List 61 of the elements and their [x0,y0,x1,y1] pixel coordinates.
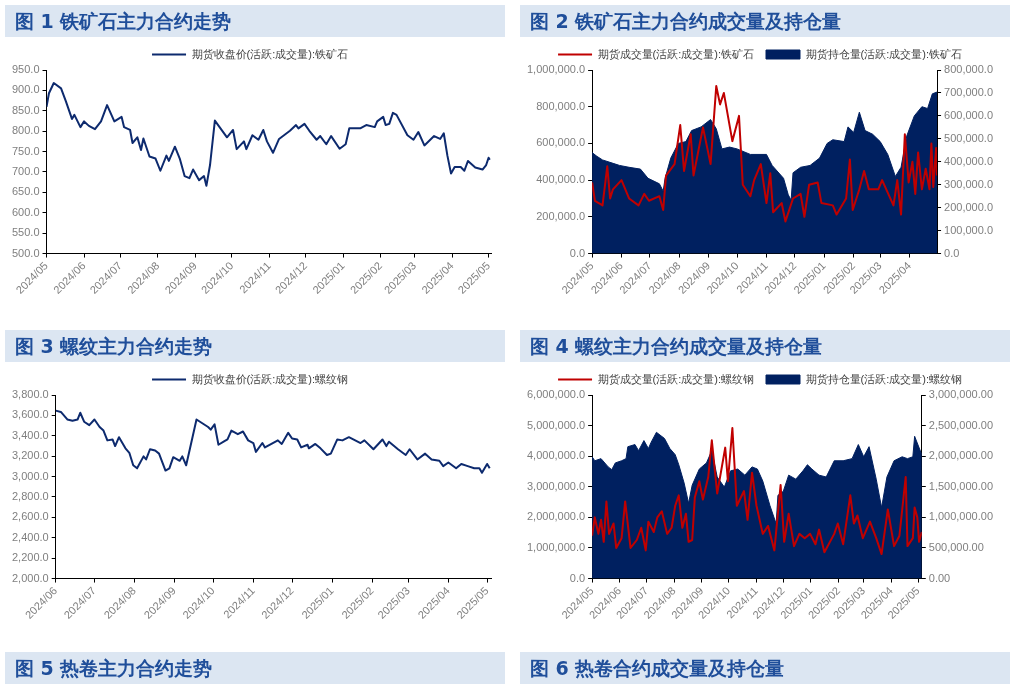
y-tick-label: 2,000.0 [12,571,49,584]
y-tick-label: 900.0 [12,83,40,96]
y-tick-label: 700.0 [12,165,40,177]
y-tick-label: 2,800.0 [12,490,49,502]
legend-label: 期货成交量(活跃:成交量):螺纹钢 [597,372,755,385]
y-tick-label: 2,200.0 [12,551,49,564]
chart-title: 图 2 铁矿石主力合约成交量及持仓量 [520,5,1010,37]
y2-tick-label: 2,500,000.00 [928,418,994,431]
y-tick-label: 200,000.0 [536,209,586,222]
legend-label: 期货收盘价(活跃:成交量):铁矿石 [191,47,348,60]
y-tick-label: 550.0 [12,226,40,239]
y2-tick-label: 0.0 [944,246,960,259]
y2-tick-label: 2,000,000.00 [928,449,994,462]
y-tick-label: 600,000.0 [536,136,586,149]
y2-tick-label: 500,000.00 [928,540,984,553]
y-tick-label: 800.0 [12,124,40,137]
y-tick-label: 1,000,000.0 [526,63,586,76]
y2-tick-label: 400,000.0 [944,154,993,167]
y2-tick-label: 700,000.0 [944,85,993,98]
legend-label: 期货收盘价(活跃:成交量):螺纹钢 [191,372,348,385]
legend-label: 期货成交量(活跃:成交量):铁矿石 [597,47,755,60]
text: 图 5 热卷主力合约走势 [5,652,505,684]
y-tick-label: 850.0 [12,103,40,116]
y2-tick-label: 1,000,000.00 [928,510,994,523]
y-tick-label: 3,200.0 [12,449,49,462]
y2-tick-label: 100,000.0 [944,223,993,236]
y-tick-label: 800,000.0 [536,99,586,112]
y2-tick-label: 3,000,000.00 [928,388,994,401]
y2-tick-label: 300,000.0 [944,177,993,190]
y-tick-label: 4,000,000.0 [526,449,586,462]
y-tick-label: 400,000.0 [536,173,586,186]
y2-tick-label: 1,500,000.00 [928,479,994,492]
chart-title: 图 1 铁矿石主力合约走势 [5,5,505,37]
y2-tick-label: 500,000.0 [944,131,993,144]
y2-tick-label: 0.00 [928,571,951,584]
y2-tick-label: 600,000.0 [944,108,993,121]
y-tick-label: 750.0 [12,144,40,157]
y-tick-label: 650.0 [12,185,40,198]
y-tick-label: 0.0 [569,246,586,259]
chart-title: 图 4 螺纹主力合约成交量及持仓量 [520,330,1010,362]
chart-title: 图 3 螺纹主力合约走势 [5,330,505,362]
y-tick-label: 0.0 [569,571,586,584]
y-tick-label: 3,000,000.0 [526,479,586,492]
legend-label: 期货持仓量(活跃:成交量):铁矿石 [805,47,962,60]
text: 图 6 热卷合约成交量及持仓量 [520,652,1010,684]
y-tick-label: 2,400.0 [12,530,49,543]
y-tick-label: 3,800.0 [12,388,49,401]
y2-tick-label: 200,000.0 [944,200,993,213]
y-tick-label: 500.0 [12,246,40,259]
legend-label: 期货持仓量(活跃:成交量):螺纹钢 [805,372,962,385]
y-tick-label: 6,000,000.0 [526,388,586,401]
y-tick-label: 1,000,000.0 [526,540,586,553]
y2-tick-label: 800,000.0 [944,63,993,76]
y-tick-label: 3,000.0 [12,469,49,482]
y-tick-label: 3,400.0 [12,428,49,441]
y-tick-label: 3,600.0 [12,408,49,421]
y-tick-label: 950.0 [12,63,40,76]
y-tick-label: 2,000,000.0 [526,510,586,523]
y-tick-label: 5,000,000.0 [526,418,586,431]
y-tick-label: 2,600.0 [12,510,49,523]
y-tick-label: 600.0 [12,205,40,218]
